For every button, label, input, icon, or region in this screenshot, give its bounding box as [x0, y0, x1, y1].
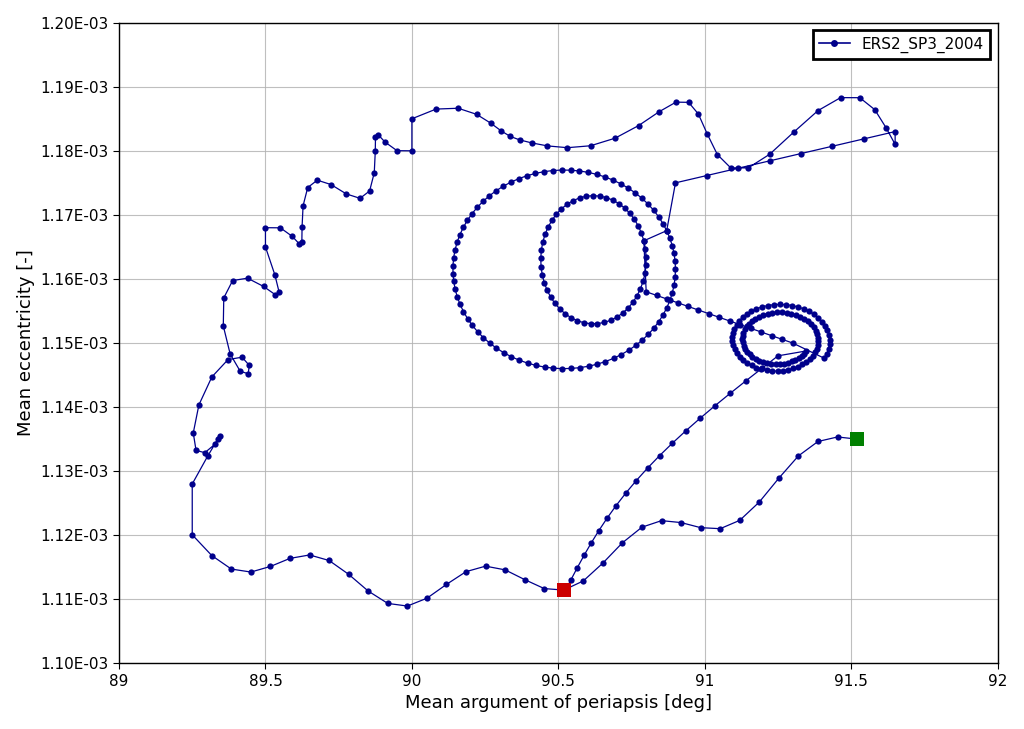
Legend: ERS2_SP3_2004: ERS2_SP3_2004 — [813, 31, 990, 59]
Y-axis label: Mean eccentricity [-]: Mean eccentricity [-] — [16, 249, 35, 437]
X-axis label: Mean argument of periapsis [deg]: Mean argument of periapsis [deg] — [404, 694, 712, 712]
